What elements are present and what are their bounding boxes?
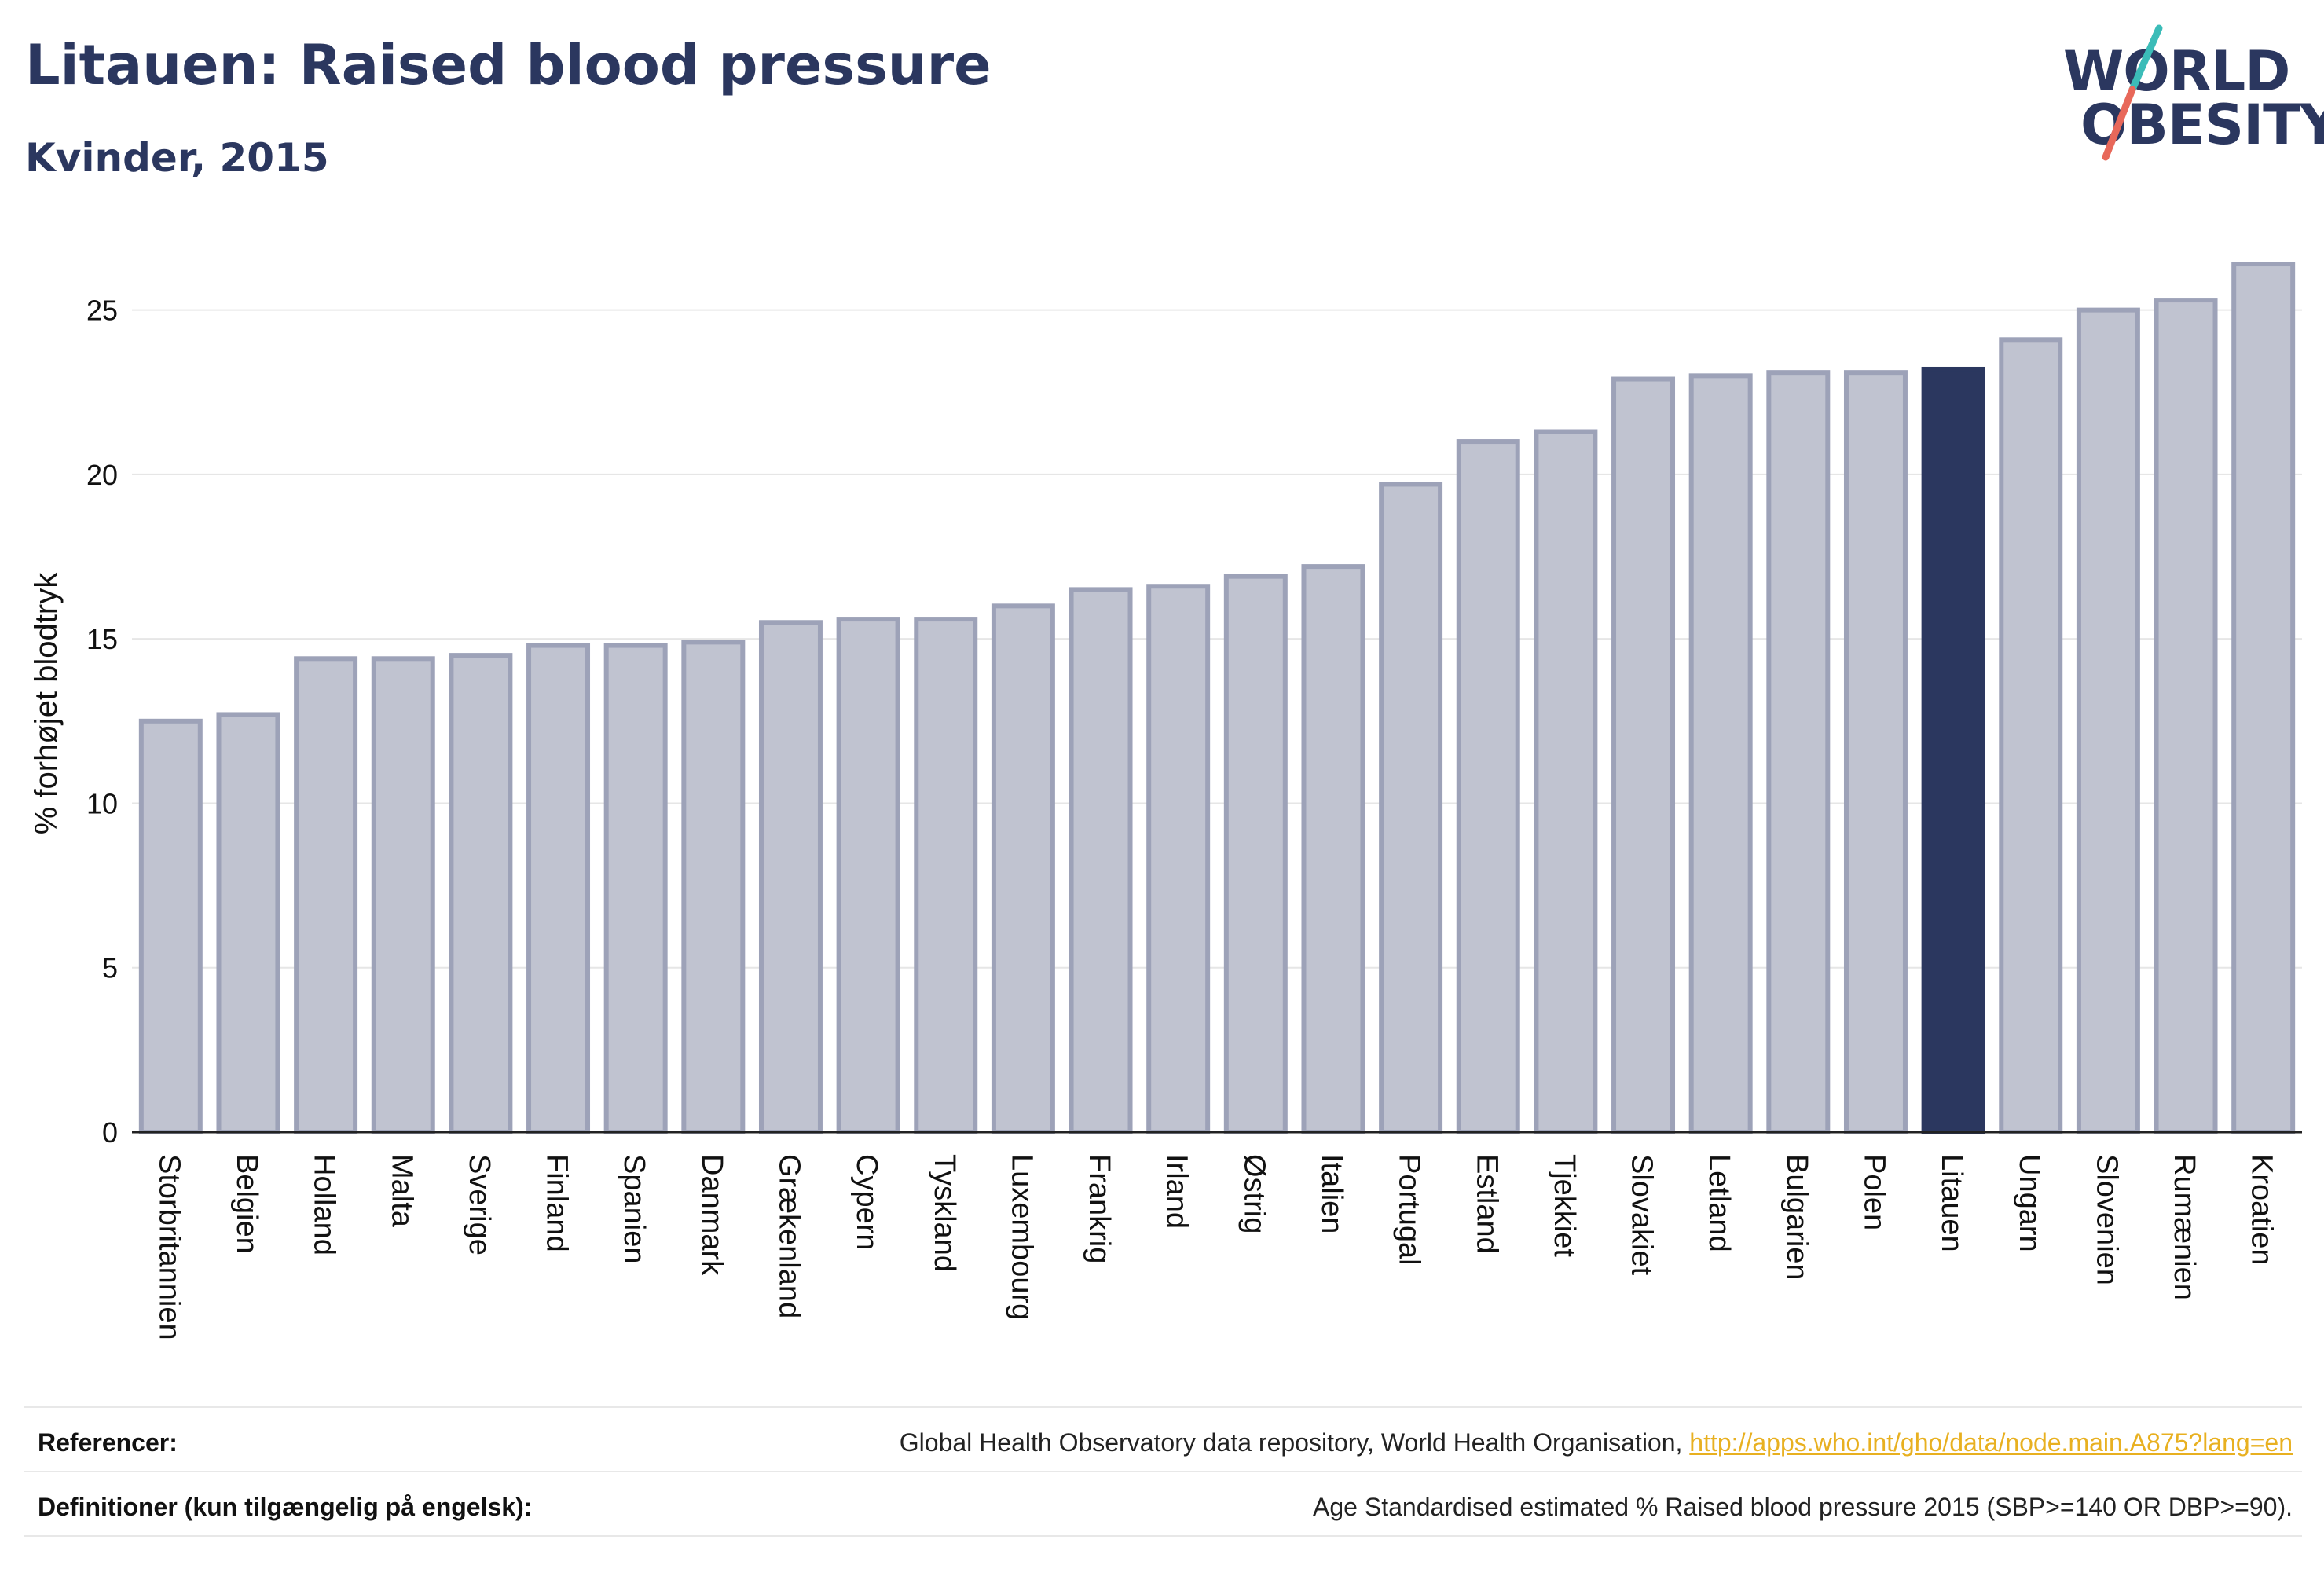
- x-tick-label: Bulgarien: [1780, 1154, 1813, 1281]
- y-tick-label: 15: [86, 623, 118, 655]
- bar-country: [1766, 370, 1831, 1135]
- bar-country: [1456, 439, 1520, 1134]
- references-value: Global Health Observatory data repositor…: [900, 1428, 2293, 1457]
- x-tick-label: Cypern: [850, 1154, 883, 1251]
- logo-text-line1: WORLD: [2063, 39, 2290, 104]
- x-tick-label: Malta: [385, 1154, 418, 1228]
- x-tick-label: Finland: [541, 1154, 574, 1252]
- y-axis-label: % forhøjet blodtryk: [29, 572, 64, 834]
- x-axis-ticks: Storbritannien Belgien Holland Malta Sverige…: [152, 1154, 2278, 1340]
- bar-country: [681, 640, 746, 1134]
- bar-country: [836, 617, 900, 1134]
- bar-country: [1688, 373, 1753, 1134]
- logo-slash-icon: [2102, 24, 2163, 161]
- x-tick-label: Holland: [308, 1154, 341, 1255]
- x-tick-label: Østrig: [1237, 1154, 1270, 1233]
- references-link[interactable]: http://apps.who.int/gho/data/node.main.A…: [1689, 1428, 2293, 1457]
- bar-country: [216, 712, 280, 1134]
- bar-country: [991, 603, 1055, 1134]
- y-tick-label: 10: [86, 787, 118, 819]
- x-tick-label: Polen: [1857, 1154, 1890, 1230]
- x-tick-label: Kroatien: [2245, 1154, 2278, 1266]
- x-tick-label: Belgien: [230, 1154, 263, 1254]
- bar-country: [1999, 337, 2063, 1134]
- bar-country: [1843, 370, 1908, 1135]
- x-tick-label: Storbritannien: [152, 1154, 185, 1340]
- x-tick-label: Slovenien: [2090, 1154, 2123, 1285]
- references-text: Global Health Observatory data repositor…: [899, 1428, 1690, 1457]
- bar-country: [914, 617, 978, 1134]
- x-tick-label: Ungarn: [2013, 1154, 2046, 1252]
- footer-divider-middle: [24, 1471, 2302, 1472]
- y-tick-label: 5: [102, 952, 118, 984]
- x-tick-label: Tyskland: [928, 1154, 961, 1272]
- definitions-value: Age Standardised estimated % Raised bloo…: [1313, 1493, 2293, 1521]
- bar-country: [1146, 584, 1211, 1134]
- x-tick-label: Irland: [1160, 1154, 1193, 1229]
- references-label: Referencer:: [38, 1428, 178, 1457]
- bars: [138, 262, 2296, 1135]
- bar-country: [1534, 429, 1598, 1134]
- bar-country: [1223, 574, 1288, 1134]
- x-tick-label: Litauen: [1935, 1154, 1968, 1252]
- x-tick-label: Portugal: [1393, 1154, 1426, 1266]
- x-tick-label: Sverige: [463, 1154, 496, 1255]
- chart-subtitle: Kvinder, 2015: [25, 135, 329, 181]
- x-tick-label: Frankrig: [1083, 1154, 1116, 1263]
- world-obesity-logo: WORLD OBESITY: [2051, 24, 2324, 165]
- bar-country: [758, 620, 823, 1134]
- x-tick-label: Estland: [1470, 1154, 1503, 1254]
- bar-country: [1069, 587, 1133, 1134]
- x-tick-label: Danmark: [695, 1154, 728, 1276]
- y-tick-label: 20: [86, 459, 118, 491]
- bar-country: [1379, 482, 1443, 1134]
- chart-title: Litauen: Raised blood pressure: [25, 33, 992, 97]
- bar-country: [2076, 307, 2140, 1134]
- y-tick-label: 25: [86, 295, 118, 327]
- x-tick-label: Rumænien: [2168, 1154, 2201, 1300]
- bar-country: [526, 643, 591, 1134]
- y-axis-ticks: 0 5 10 15 20 25: [86, 295, 118, 1149]
- bar-country: [1301, 564, 1365, 1134]
- x-tick-label: Slovakiet: [1626, 1154, 1659, 1276]
- footer-divider-top: [24, 1406, 2302, 1408]
- x-tick-label: Grækenland: [772, 1154, 805, 1318]
- bar-highlighted: [1921, 366, 1985, 1134]
- bar-country: [2154, 298, 2218, 1135]
- bar-country: [138, 718, 203, 1134]
- bar-country: [1611, 376, 1676, 1135]
- footer-divider-bottom: [24, 1535, 2302, 1537]
- bar-country: [294, 656, 358, 1134]
- x-tick-label: Spanien: [618, 1154, 651, 1263]
- y-tick-label: 0: [102, 1116, 118, 1149]
- x-tick-label: Letland: [1703, 1154, 1736, 1252]
- bar-country: [449, 653, 513, 1134]
- x-tick-label: Tjekkiet: [1548, 1154, 1581, 1257]
- definitions-label: Definitioner (kun tilgængelig på engelsk…: [38, 1493, 533, 1521]
- bar-country: [371, 656, 435, 1134]
- x-tick-label: Luxembourg: [1005, 1154, 1038, 1320]
- bar-chart: 0 5 10 15 20 25 Storbritannien Belgien Holland M…: [29, 262, 2302, 1340]
- bar-country: [2231, 262, 2296, 1134]
- bar-country: [603, 643, 668, 1134]
- x-tick-label: Italien: [1315, 1154, 1348, 1233]
